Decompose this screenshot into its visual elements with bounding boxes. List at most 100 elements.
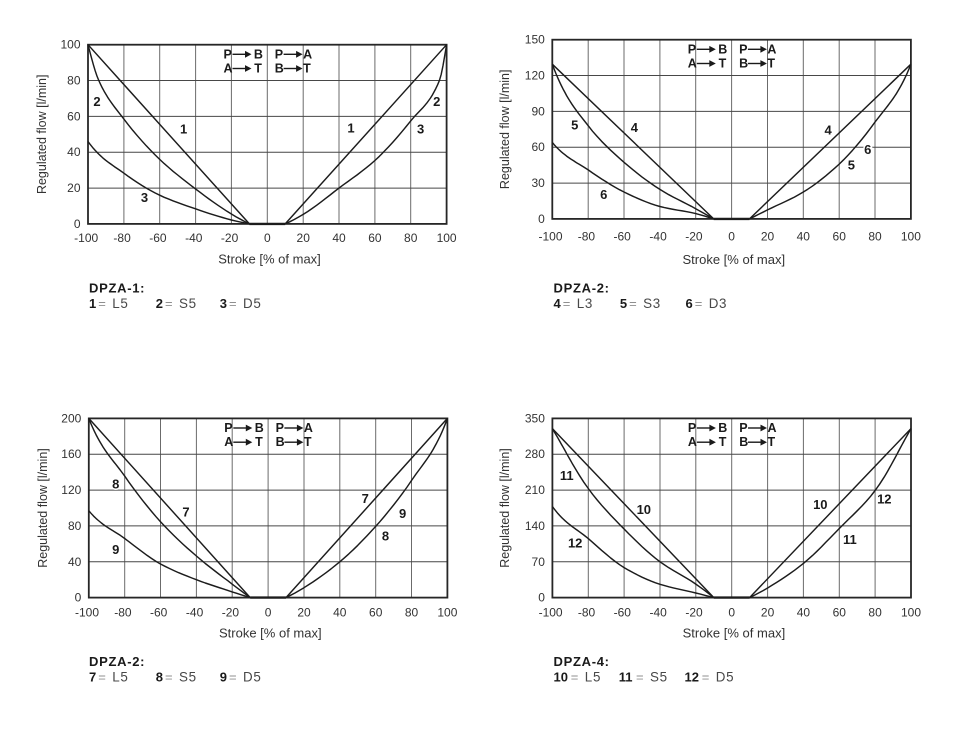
svg-text:Stroke [% of max]: Stroke [% of max] <box>683 626 786 641</box>
svg-text:40: 40 <box>797 605 811 619</box>
svg-text:120: 120 <box>61 483 81 497</box>
svg-text:6: 6 <box>600 187 607 202</box>
svg-text:Regulated flow [l/min]: Regulated flow [l/min] <box>498 70 512 190</box>
svg-text:=: = <box>229 670 237 685</box>
svg-text:-40: -40 <box>186 605 204 619</box>
svg-text:Stroke [% of max]: Stroke [% of max] <box>218 251 321 266</box>
svg-text:=: = <box>165 296 173 311</box>
svg-text:0: 0 <box>265 605 272 619</box>
svg-text:P: P <box>688 421 696 435</box>
svg-text:40: 40 <box>797 230 811 244</box>
svg-text:Regulated flow [l/min]: Regulated flow [l/min] <box>36 448 50 568</box>
svg-text:160: 160 <box>61 447 81 461</box>
svg-text:Regulated flow [l/min]: Regulated flow [l/min] <box>498 448 512 568</box>
svg-text:0: 0 <box>538 212 545 226</box>
svg-text:3: 3 <box>220 296 227 311</box>
svg-text:P: P <box>224 421 232 435</box>
svg-text:L5: L5 <box>112 296 128 311</box>
svg-text:B: B <box>254 47 263 61</box>
svg-text:=: = <box>98 670 106 685</box>
svg-text:T: T <box>719 435 727 449</box>
svg-text:A: A <box>304 421 313 435</box>
svg-text:-60: -60 <box>614 230 632 244</box>
svg-text:9: 9 <box>399 506 406 521</box>
svg-text:210: 210 <box>525 483 545 497</box>
svg-text:-80: -80 <box>578 230 596 244</box>
svg-text:A: A <box>303 47 312 61</box>
svg-text:7: 7 <box>182 505 189 520</box>
svg-text:9: 9 <box>220 670 227 685</box>
svg-text:4: 4 <box>554 296 562 311</box>
svg-text:40: 40 <box>333 605 347 619</box>
svg-text:140: 140 <box>525 519 545 533</box>
svg-text:=: = <box>636 670 644 685</box>
svg-text:=: = <box>571 670 579 685</box>
svg-text:5: 5 <box>620 296 627 311</box>
svg-text:80: 80 <box>67 74 81 88</box>
svg-text:0: 0 <box>75 591 82 605</box>
svg-text:-20: -20 <box>685 605 703 619</box>
svg-text:A: A <box>688 435 697 449</box>
svg-text:40: 40 <box>332 231 346 245</box>
svg-text:0: 0 <box>74 217 81 231</box>
svg-text:-20: -20 <box>685 230 703 244</box>
svg-text:200: 200 <box>61 411 81 425</box>
svg-text:2: 2 <box>93 94 100 109</box>
svg-text:10: 10 <box>554 670 568 685</box>
svg-text:3: 3 <box>141 190 148 205</box>
svg-text:1: 1 <box>89 296 96 311</box>
svg-text:0: 0 <box>728 605 735 619</box>
svg-text:B: B <box>718 421 727 435</box>
svg-text:60: 60 <box>368 231 382 245</box>
svg-text:280: 280 <box>525 447 545 461</box>
svg-text:9: 9 <box>112 542 119 557</box>
svg-text:A: A <box>224 435 233 449</box>
svg-text:60: 60 <box>67 109 81 123</box>
svg-text:6: 6 <box>864 142 871 157</box>
svg-text:P: P <box>688 42 696 56</box>
svg-text:20: 20 <box>761 230 775 244</box>
svg-text:D5: D5 <box>243 670 262 685</box>
svg-text:12: 12 <box>877 492 891 507</box>
svg-text:L3: L3 <box>577 296 593 311</box>
svg-text:60: 60 <box>833 230 847 244</box>
svg-text:T: T <box>768 435 776 449</box>
svg-text:B: B <box>739 57 748 71</box>
svg-text:40: 40 <box>68 555 82 569</box>
svg-text:4: 4 <box>631 120 639 135</box>
svg-text:80: 80 <box>868 605 882 619</box>
svg-text:7: 7 <box>362 491 369 506</box>
svg-text:-100: -100 <box>75 605 99 619</box>
svg-text:S5: S5 <box>650 670 668 685</box>
svg-text:60: 60 <box>369 605 383 619</box>
svg-text:10: 10 <box>637 502 651 517</box>
svg-text:10: 10 <box>813 497 827 512</box>
svg-text:12: 12 <box>685 670 699 685</box>
svg-text:60: 60 <box>833 605 847 619</box>
svg-text:B: B <box>276 435 285 449</box>
svg-text:0: 0 <box>538 591 545 605</box>
svg-text:-100: -100 <box>538 230 562 244</box>
svg-text:Stroke [% of max]: Stroke [% of max] <box>219 626 322 641</box>
svg-text:-100: -100 <box>539 605 563 619</box>
svg-text:-60: -60 <box>614 605 632 619</box>
svg-text:-80: -80 <box>578 605 596 619</box>
svg-text:11: 11 <box>560 468 574 483</box>
svg-text:A: A <box>767 42 776 56</box>
svg-text:DPZA-4:: DPZA-4: <box>554 654 610 669</box>
svg-text:=: = <box>98 296 106 311</box>
svg-text:6: 6 <box>686 296 693 311</box>
svg-text:B: B <box>739 435 748 449</box>
svg-text:T: T <box>767 57 775 71</box>
svg-text:5: 5 <box>848 158 855 173</box>
svg-text:70: 70 <box>532 555 546 569</box>
svg-text:P: P <box>224 47 232 61</box>
svg-text:-20: -20 <box>222 605 240 619</box>
svg-text:20: 20 <box>297 605 311 619</box>
svg-text:-20: -20 <box>221 231 239 245</box>
svg-text:90: 90 <box>531 104 545 118</box>
svg-text:B: B <box>275 62 284 76</box>
svg-text:S5: S5 <box>179 670 197 685</box>
svg-text:DPZA-2:: DPZA-2: <box>89 654 145 669</box>
svg-text:DPZA-2:: DPZA-2: <box>554 281 610 296</box>
